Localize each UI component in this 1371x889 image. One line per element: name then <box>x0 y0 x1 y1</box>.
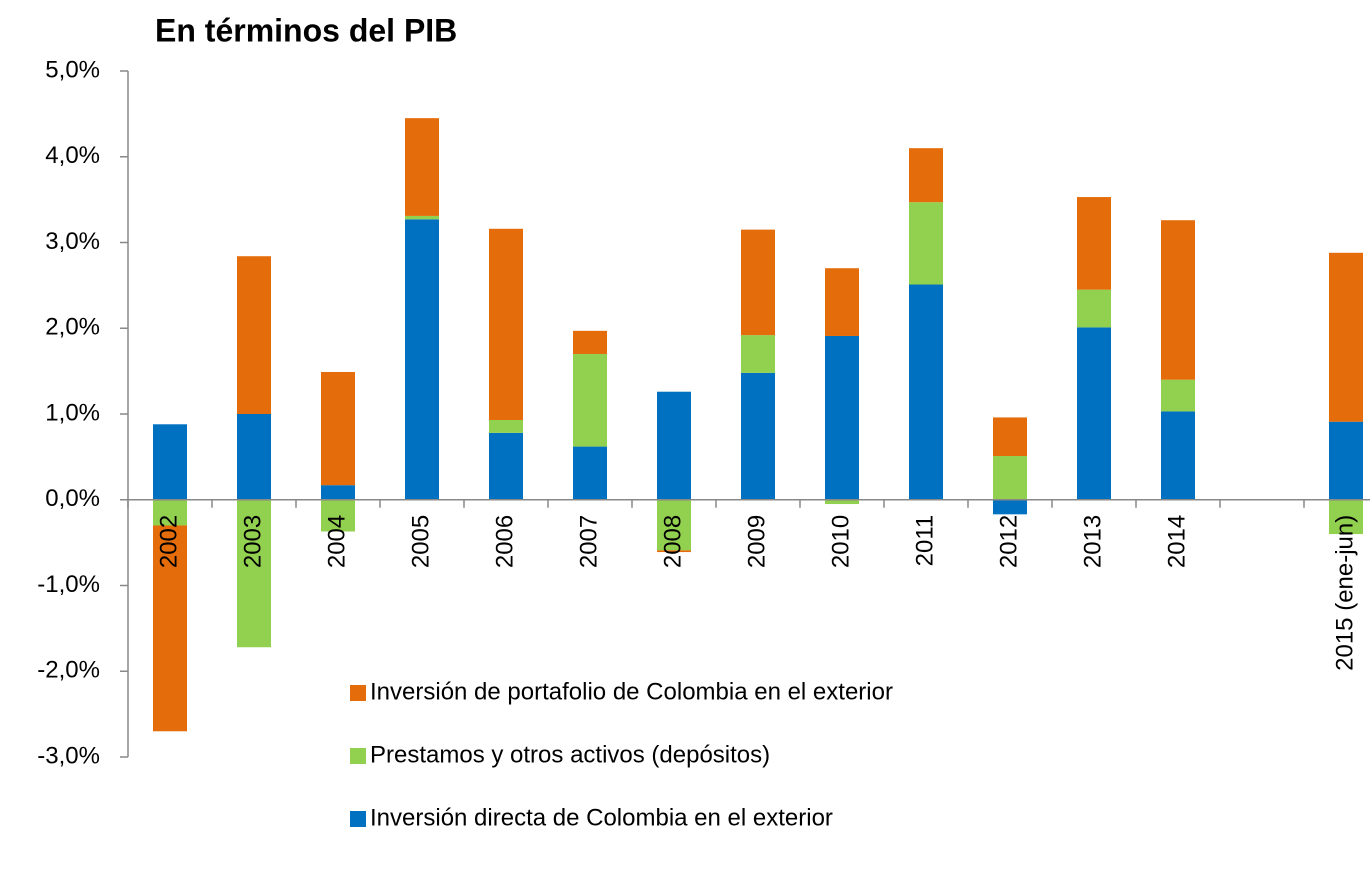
bar-segment <box>1161 379 1195 412</box>
x-tick-label: 2011 <box>911 515 938 567</box>
bar-segment <box>573 353 607 447</box>
legend-swatch <box>350 811 366 827</box>
x-tick-label: 2008 <box>659 515 686 568</box>
x-tick-label: 2002 <box>155 515 182 568</box>
bar-segment <box>153 424 187 500</box>
bar-segment <box>489 420 523 433</box>
bar-segment <box>1161 411 1195 500</box>
legend-swatch <box>350 748 366 764</box>
bar-segment <box>909 202 943 285</box>
y-tick-label: -1,0% <box>37 571 100 598</box>
x-tick-label: 2007 <box>575 515 602 568</box>
legend-label: Inversión directa de Colombia en el exte… <box>370 804 833 831</box>
bar-segment <box>1077 289 1111 328</box>
bar-segment <box>657 550 691 553</box>
y-tick-label: -3,0% <box>37 742 100 769</box>
y-tick-label: 4,0% <box>45 142 100 169</box>
bar-segment <box>573 330 607 354</box>
legend-label: Inversión de portafolio de Colombia en e… <box>370 678 893 705</box>
bar-segment <box>405 219 439 500</box>
bar-segment <box>741 372 775 500</box>
x-tick-label: 2013 <box>1079 515 1106 568</box>
bar-segment <box>657 499 691 551</box>
bar-segment <box>237 256 271 414</box>
bar-segment <box>993 499 1027 515</box>
bar-segment <box>489 432 523 500</box>
y-tick-label: -2,0% <box>37 657 100 684</box>
bar-segment <box>825 268 859 336</box>
x-tick-label: 2004 <box>323 515 350 568</box>
bar-segment <box>153 525 187 732</box>
bar-segment <box>237 414 271 500</box>
y-tick-label: 2,0% <box>45 314 100 341</box>
y-tick-label: 3,0% <box>45 228 100 255</box>
chart-title: En términos del PIB <box>155 12 457 48</box>
bar-segment <box>909 284 943 500</box>
x-tick-label: 2015 (ene-jun) <box>1331 515 1358 671</box>
bar-segment <box>573 446 607 500</box>
bar-segment <box>909 148 943 203</box>
bar-segment <box>741 335 775 373</box>
x-tick-label: 2012 <box>995 515 1022 568</box>
y-tick-label: 0,0% <box>45 485 100 512</box>
bar-segment <box>1329 252 1363 422</box>
bar-segment <box>489 228 523 421</box>
x-tick-label: 2005 <box>407 515 434 568</box>
bar-segment <box>1077 327 1111 500</box>
bar-segment <box>405 215 439 220</box>
x-tick-label: 2006 <box>491 515 518 568</box>
bar-segment <box>1329 499 1363 535</box>
bar-segment <box>825 335 859 500</box>
bar-segment <box>405 118 439 216</box>
bar-segment <box>993 456 1027 500</box>
legend-swatch <box>350 685 366 701</box>
x-tick-label: 2003 <box>239 515 266 568</box>
bar-segment <box>1077 197 1111 290</box>
bar-segment <box>153 499 187 526</box>
y-tick-label: 5,0% <box>45 56 100 83</box>
bar-segment <box>237 499 271 648</box>
x-tick-label: 2010 <box>827 515 854 568</box>
bar-segment <box>993 417 1027 457</box>
bar-segment <box>321 485 355 500</box>
bar-segment <box>321 499 355 532</box>
x-tick-label: 2014 <box>1163 515 1190 568</box>
bar-segment <box>1329 421 1363 500</box>
bar-segment <box>321 371 355 486</box>
bar-segment <box>1161 220 1195 380</box>
x-tick-label: 2009 <box>743 515 770 568</box>
legend-label: Prestamos y otros activos (depósitos) <box>370 741 770 768</box>
bar-segment <box>825 499 859 505</box>
bar-segment <box>657 391 691 500</box>
bar-segment <box>741 229 775 336</box>
y-tick-label: 1,0% <box>45 399 100 426</box>
